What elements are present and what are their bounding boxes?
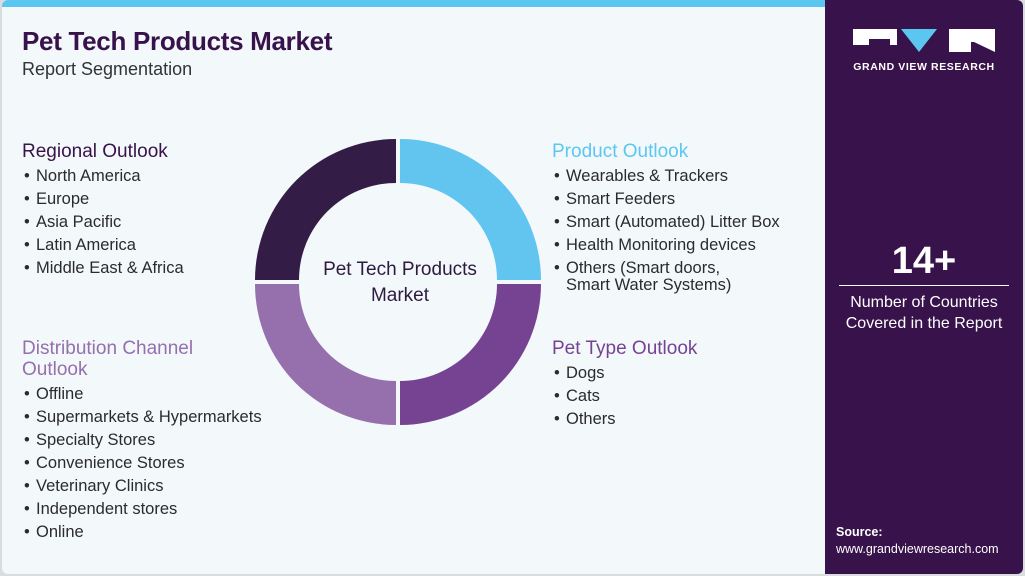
center-label-line2: Market: [370, 285, 430, 306]
pet-type-outlook: Pet Type Outlook Dogs Cats Others: [552, 338, 697, 431]
source-url[interactable]: www.grandviewresearch.com: [836, 542, 999, 556]
list-item: Online: [22, 521, 262, 544]
page-title: Pet Tech Products Market: [22, 26, 333, 56]
logo-text: GRAND VIEW RESEARCH: [853, 61, 995, 73]
list-item: Latin America: [22, 234, 184, 257]
list-item: North America: [22, 165, 184, 188]
donut-segment-distribution: [255, 284, 396, 425]
list-item: Wearables & Trackers: [552, 165, 780, 188]
list-item: Veterinary Clinics: [22, 475, 262, 498]
product-outlook: Product Outlook Wearables & Trackers Sma…: [552, 141, 780, 297]
section-title: Pet Type Outlook: [552, 338, 698, 359]
list-item: Smart Feeders: [552, 188, 780, 211]
list-item: Supermarkets & Hypermarkets: [22, 406, 262, 429]
donut-center-label: Pet Tech Products Market: [300, 257, 500, 309]
accent-bar: [2, 0, 825, 7]
list-item: Offline: [22, 383, 262, 406]
regional-outlook: Regional Outlook North America Europe As…: [22, 141, 184, 280]
list-item: Asia Pacific: [22, 211, 184, 234]
segmentation-donut: [255, 139, 541, 425]
sidebar: [825, 0, 1023, 574]
stat-value: 14+: [891, 240, 957, 282]
list-item: Europe: [22, 188, 184, 211]
list-item: Smart (Automated) Litter Box: [552, 211, 780, 234]
stat-label: Number of Countries Covered in the Report: [845, 294, 1003, 332]
page-subtitle: Report Segmentation: [22, 59, 193, 79]
center-label-line1: Pet Tech Products: [323, 259, 477, 280]
grand-view-research-logo: [853, 29, 995, 52]
section-title: Distribution Channel Outlook: [22, 338, 194, 380]
list-item: Dogs: [552, 362, 697, 385]
donut-segment-regional: [255, 139, 396, 280]
list-item: Health Monitoring devices: [552, 234, 780, 257]
list-item: Independent stores: [22, 498, 262, 521]
divider: [839, 285, 1009, 286]
main-panel: Pet Tech Products Market Report Segmenta…: [2, 0, 825, 574]
source-label: Source:: [836, 525, 883, 539]
list-item: Convenience Stores: [22, 452, 262, 475]
list-item: Cats: [552, 385, 697, 408]
donut-segment-product: [400, 139, 541, 280]
donut-segment-pet-type: [400, 284, 541, 425]
list-item: Specialty Stores: [22, 429, 262, 452]
section-title: Regional Outlook: [22, 141, 168, 162]
list-item: Others: [552, 408, 697, 431]
list-item: Middle East & Africa: [22, 257, 184, 280]
list-item: Others (Smart doors,Smart Water Systems): [552, 257, 780, 297]
section-title: Product Outlook: [552, 141, 689, 162]
